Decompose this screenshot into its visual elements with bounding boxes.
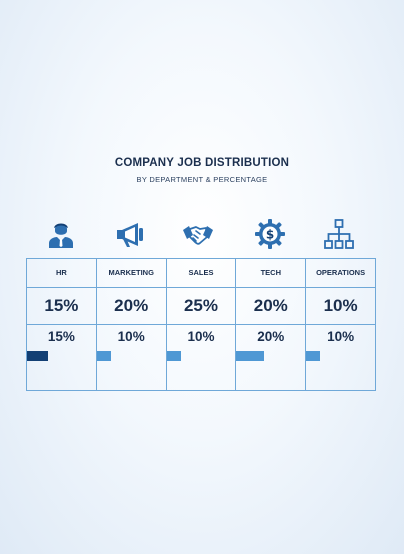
handshake-icon	[182, 218, 214, 250]
sub-cell-tech: 20%	[235, 324, 307, 391]
org-chart-icon	[323, 218, 355, 250]
distribution-table: HR MARKETING SALES TECH OPERATIONS 15% 2…	[26, 258, 376, 391]
megaphone-icon	[114, 218, 146, 250]
sub-cell-sales: 10%	[165, 324, 237, 391]
dollar-gear-icon: $	[254, 218, 286, 250]
main-value-tech: 20%	[235, 287, 307, 325]
main-value-marketing: 20%	[95, 287, 167, 325]
main-value-operations: 10%	[305, 287, 376, 325]
sub-value-operations: 10%	[327, 329, 355, 344]
chart-subtitle: BY DEPARTMENT & PERCENTAGE	[136, 175, 268, 184]
bar-marketing	[96, 351, 111, 361]
sub-cell-operations: 10%	[305, 324, 376, 391]
header-cell-marketing: MARKETING	[95, 258, 167, 288]
sub-value-hr: 15%	[47, 329, 75, 344]
sub-cell-marketing: 10%	[95, 324, 167, 391]
bar-operations	[306, 351, 321, 361]
bar-hr	[27, 351, 48, 361]
header-cell-sales: SALES	[165, 258, 237, 288]
main-value-hr: 15%	[26, 287, 97, 325]
person-icon	[45, 218, 77, 250]
sub-cell-hr: 15%	[26, 324, 97, 391]
chart-title: COMPANY JOB DISTRIBUTION	[114, 157, 290, 169]
svg-text:$: $	[266, 228, 274, 242]
bar-tech	[236, 351, 265, 361]
header-cell-tech: TECH	[235, 258, 307, 288]
header-cell-operations: OPERATIONS	[305, 258, 376, 288]
sub-value-sales: 10%	[187, 329, 215, 344]
main-value-sales: 25%	[165, 287, 237, 325]
sub-value-tech: 20%	[257, 329, 285, 344]
bar-sales	[166, 351, 181, 361]
header-cell-hr: HR	[26, 258, 97, 288]
sub-value-marketing: 10%	[117, 329, 145, 344]
